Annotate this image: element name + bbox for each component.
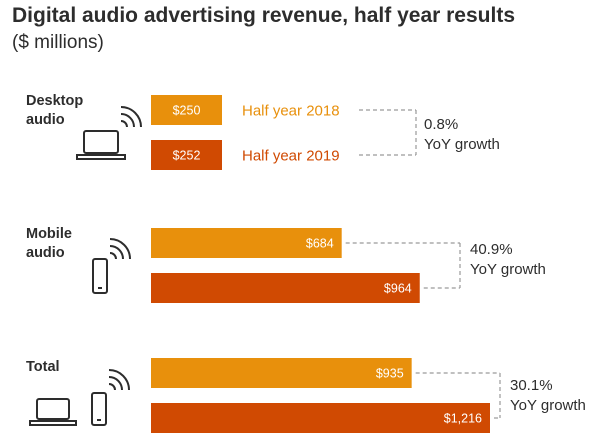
group-label-line1: Mobile [26, 226, 72, 242]
data-label: $252 [173, 149, 201, 163]
data-label: $935 [376, 367, 404, 381]
sound-waves-icon [108, 369, 130, 391]
bar-2019 [151, 273, 420, 303]
bar-2018 [151, 228, 342, 258]
chart-title: Digital audio advertising revenue, half … [12, 4, 515, 27]
laptop-icon [76, 130, 126, 160]
growth-annotation-mobile: 40.9% YoY growth [470, 240, 546, 280]
group-label-desktop: Desktop audio [26, 92, 83, 130]
growth-label: YoY growth [510, 397, 586, 414]
growth-label: YoY growth [470, 261, 546, 278]
chart-subtitle: ($ millions) [12, 32, 104, 53]
bar-2018 [151, 358, 412, 388]
legend-label-2019: Half year 2019 [242, 148, 340, 165]
growth-label: YoY growth [424, 136, 500, 153]
bar-2019 [151, 403, 490, 433]
data-label: $1,216 [444, 412, 482, 426]
bar-2019 [151, 140, 222, 170]
sound-waves-icon [109, 238, 131, 260]
group-label-line2: audio [26, 245, 65, 261]
data-label: $250 [173, 104, 201, 118]
group-label-line2: audio [26, 112, 65, 128]
growth-annotation-total: 30.1% YoY growth [510, 376, 586, 416]
phone-icon [92, 258, 108, 294]
group-label-mobile: Mobile audio [26, 225, 72, 263]
data-label: $684 [306, 237, 334, 251]
group-label-line1: Desktop [26, 93, 84, 109]
growth-percent: 30.1% [510, 377, 553, 394]
growth-percent: 0.8% [424, 116, 459, 133]
sound-waves-icon [120, 106, 142, 128]
legend-label-2018: Half year 2018 [242, 103, 340, 120]
growth-percent: 40.9% [470, 241, 513, 258]
data-label: $964 [384, 282, 412, 296]
laptop-icon [29, 398, 77, 426]
bar-2018 [151, 95, 222, 125]
group-label-total: Total [26, 358, 60, 377]
growth-annotation-desktop: 0.8% YoY growth [424, 115, 500, 155]
phone-icon [91, 392, 107, 426]
group-label-line1: Total [26, 359, 60, 375]
